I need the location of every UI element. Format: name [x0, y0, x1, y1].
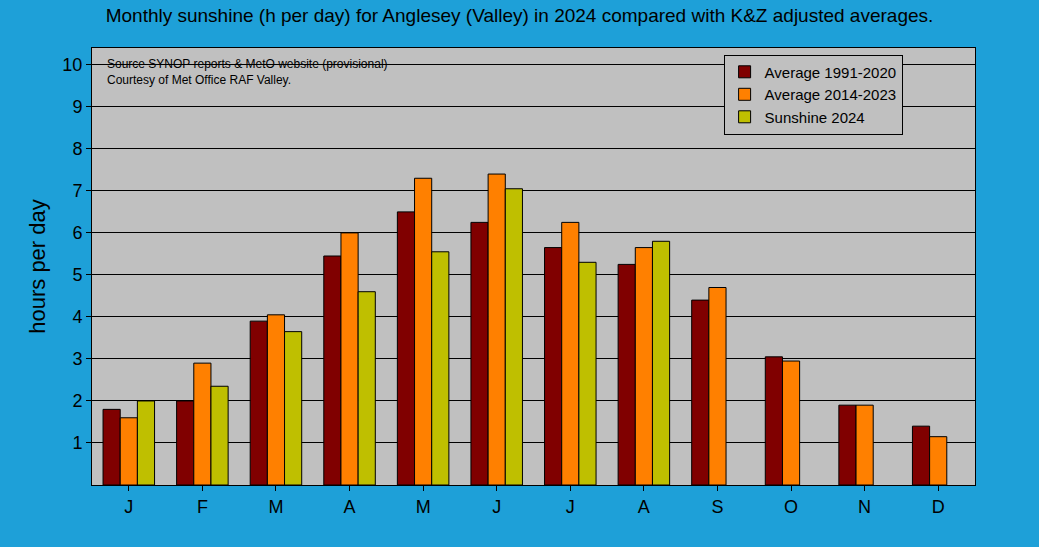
- svg-text:M: M: [268, 497, 283, 517]
- svg-text:Sunshine 2024: Sunshine 2024: [765, 109, 865, 126]
- svg-text:Source SYNOP reports & MetO we: Source SYNOP reports & MetO website (pro…: [107, 57, 388, 87]
- svg-text:M: M: [416, 497, 431, 517]
- svg-text:10: 10: [62, 55, 82, 75]
- svg-text:3: 3: [72, 349, 82, 369]
- svg-text:5: 5: [72, 265, 82, 285]
- svg-text:Average 2014-2023: Average 2014-2023: [765, 86, 897, 103]
- svg-text:D: D: [932, 497, 945, 517]
- svg-text:9: 9: [72, 97, 82, 117]
- svg-text:J: J: [124, 497, 133, 517]
- svg-text:F: F: [197, 497, 208, 517]
- svg-text:Monthly sunshine (h per day) f: Monthly sunshine (h per day) for Anglese…: [106, 5, 934, 26]
- svg-text:hours per day: hours per day: [25, 199, 50, 334]
- svg-text:J: J: [566, 497, 575, 517]
- svg-text:4: 4: [72, 307, 82, 327]
- svg-text:Average 1991-2020: Average 1991-2020: [765, 64, 897, 81]
- svg-text:6: 6: [72, 223, 82, 243]
- svg-text:7: 7: [72, 181, 82, 201]
- svg-text:N: N: [858, 497, 871, 517]
- svg-text:J: J: [492, 497, 501, 517]
- svg-text:A: A: [344, 497, 356, 517]
- svg-text:O: O: [784, 497, 798, 517]
- svg-text:A: A: [638, 497, 650, 517]
- svg-text:S: S: [711, 497, 723, 517]
- svg-text:8: 8: [72, 139, 82, 159]
- svg-text:2: 2: [72, 391, 82, 411]
- svg-text:1: 1: [72, 433, 82, 453]
